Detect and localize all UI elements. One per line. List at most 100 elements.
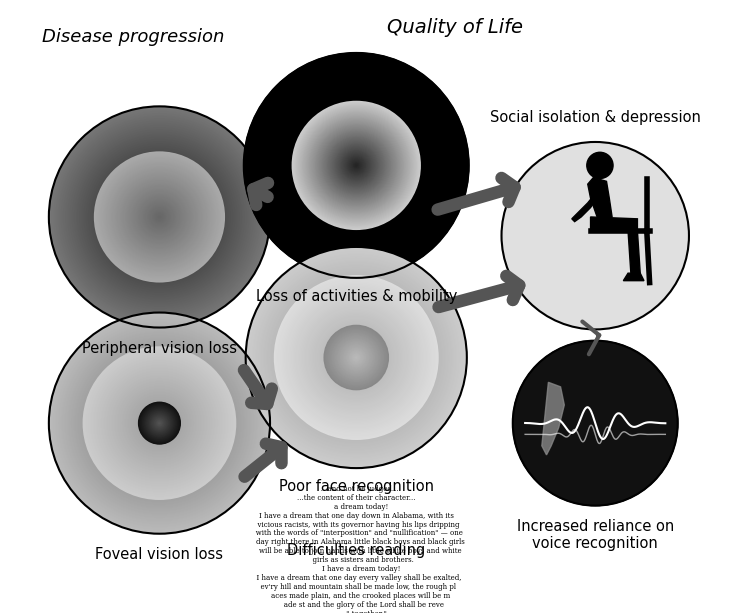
Circle shape [336, 337, 376, 378]
Circle shape [284, 284, 429, 430]
Circle shape [119, 177, 200, 257]
Circle shape [266, 267, 447, 448]
Circle shape [157, 215, 162, 219]
Circle shape [128, 185, 191, 249]
Circle shape [282, 283, 430, 432]
Circle shape [305, 306, 407, 408]
Circle shape [350, 351, 363, 364]
Circle shape [56, 114, 262, 320]
Circle shape [155, 419, 164, 427]
Circle shape [100, 158, 218, 276]
Circle shape [134, 191, 186, 243]
Circle shape [152, 416, 166, 430]
Circle shape [124, 388, 194, 458]
Circle shape [273, 275, 440, 441]
Circle shape [349, 350, 364, 365]
Circle shape [304, 113, 409, 218]
Circle shape [134, 192, 184, 242]
Circle shape [303, 304, 410, 411]
Circle shape [137, 401, 182, 445]
Circle shape [323, 325, 389, 390]
Circle shape [342, 343, 370, 371]
Circle shape [298, 300, 414, 415]
Circle shape [140, 197, 179, 237]
Circle shape [267, 268, 446, 447]
Circle shape [126, 390, 193, 456]
Circle shape [296, 105, 416, 225]
Circle shape [140, 403, 179, 443]
Circle shape [322, 131, 390, 199]
Circle shape [302, 303, 410, 412]
Circle shape [332, 333, 381, 382]
Circle shape [131, 395, 188, 451]
Circle shape [311, 312, 401, 403]
Circle shape [355, 356, 358, 359]
Circle shape [348, 349, 364, 366]
Circle shape [137, 195, 182, 239]
Circle shape [112, 375, 208, 471]
Circle shape [93, 357, 226, 489]
Circle shape [135, 192, 184, 242]
Circle shape [105, 369, 214, 478]
Circle shape [337, 338, 376, 377]
Circle shape [147, 411, 172, 436]
Circle shape [320, 321, 393, 394]
Circle shape [289, 290, 424, 425]
Circle shape [265, 265, 448, 449]
Circle shape [331, 332, 382, 383]
Circle shape [80, 137, 239, 297]
Circle shape [143, 407, 176, 440]
Circle shape [314, 123, 398, 207]
Circle shape [144, 408, 175, 438]
Circle shape [307, 116, 406, 215]
Circle shape [85, 142, 234, 291]
Circle shape [128, 391, 192, 455]
Circle shape [118, 175, 202, 259]
Circle shape [149, 413, 170, 433]
Circle shape [58, 116, 260, 318]
Circle shape [321, 322, 392, 393]
Circle shape [113, 170, 206, 264]
Circle shape [134, 397, 185, 449]
Circle shape [150, 207, 169, 227]
Circle shape [353, 354, 359, 361]
Circle shape [258, 259, 454, 456]
Circle shape [314, 123, 399, 208]
Circle shape [87, 145, 232, 289]
Circle shape [95, 359, 224, 487]
Circle shape [90, 148, 229, 286]
Circle shape [154, 417, 165, 429]
Circle shape [147, 205, 172, 229]
Circle shape [122, 386, 197, 460]
Circle shape [294, 103, 418, 227]
Circle shape [144, 201, 175, 232]
Circle shape [285, 286, 428, 429]
Circle shape [65, 329, 254, 517]
Circle shape [67, 124, 252, 310]
Circle shape [352, 354, 361, 362]
Circle shape [304, 113, 408, 217]
Circle shape [292, 102, 420, 229]
Circle shape [301, 110, 412, 221]
Circle shape [96, 153, 223, 280]
Circle shape [121, 178, 198, 256]
Circle shape [152, 416, 166, 430]
Circle shape [343, 345, 370, 371]
Circle shape [352, 353, 361, 362]
Circle shape [136, 400, 182, 446]
Circle shape [116, 173, 203, 261]
Circle shape [136, 193, 183, 241]
Circle shape [139, 403, 180, 444]
Circle shape [142, 200, 177, 234]
Circle shape [83, 141, 236, 293]
Circle shape [346, 155, 367, 176]
Circle shape [310, 120, 402, 211]
Circle shape [269, 270, 443, 445]
Circle shape [344, 153, 368, 178]
Circle shape [154, 417, 165, 428]
Circle shape [149, 207, 170, 227]
Circle shape [325, 326, 388, 389]
Circle shape [142, 405, 177, 441]
Circle shape [145, 202, 174, 232]
Circle shape [332, 141, 380, 189]
